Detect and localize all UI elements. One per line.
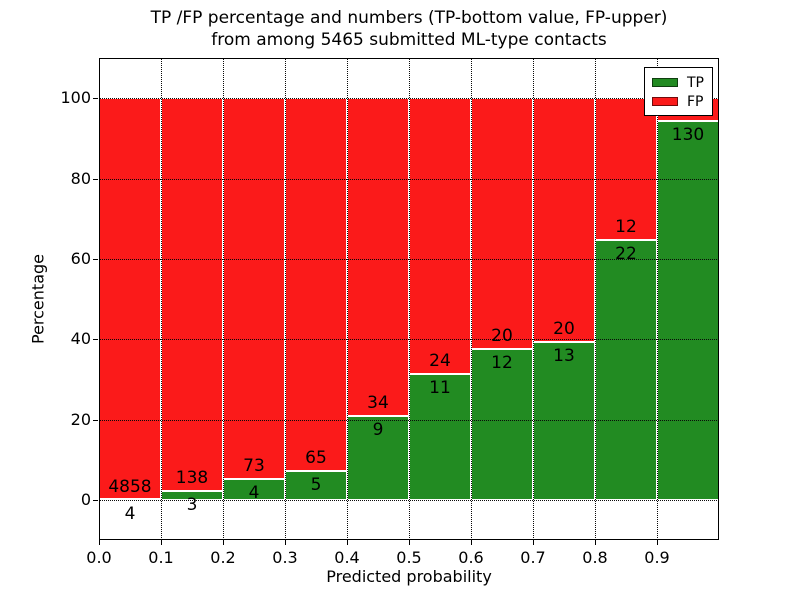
y-tick-mark	[93, 499, 98, 501]
chart-title-line1: TP /FP percentage and numbers (TP-bottom…	[150, 8, 668, 28]
x-gridline	[285, 58, 286, 540]
x-tick-label: 0.2	[210, 548, 236, 567]
bar-segment-fp	[533, 98, 595, 342]
x-tick-label: 0.7	[520, 548, 546, 567]
y-tick-mark	[93, 339, 98, 341]
bar-segment-fp	[285, 98, 347, 472]
legend-row: FP	[652, 92, 712, 111]
legend-row: TP	[652, 73, 712, 92]
x-tick-label: 0.6	[458, 548, 484, 567]
y-tick-mark	[93, 178, 98, 180]
y-gridline	[99, 178, 719, 180]
x-tick-mark	[161, 540, 162, 545]
bar-label-fp: 20	[491, 326, 513, 347]
bar-label-tp: 4	[248, 482, 260, 503]
bar-label-fp: 73	[243, 455, 265, 476]
y-tick-label: 60	[70, 248, 91, 268]
bar-label-tp: 12	[491, 353, 513, 374]
x-tick-mark	[471, 540, 472, 545]
tp-legend-swatch	[652, 78, 678, 87]
bar-label-fp: 20	[553, 318, 575, 339]
chart-title-line2: from among 5465 submitted ML-type contac…	[211, 30, 607, 50]
x-gridline	[223, 58, 224, 540]
x-tick-mark	[409, 540, 410, 545]
bar-label-tp: 11	[429, 377, 451, 398]
bar-segment-fp	[471, 98, 533, 350]
x-axis-label: Predicted probability	[326, 567, 492, 586]
bar-segment-tp	[595, 239, 657, 500]
y-tick-label: 100	[60, 88, 91, 108]
x-tick-mark	[595, 540, 596, 545]
bar-label-tp: 3	[186, 495, 198, 516]
y-tick-label: 80	[70, 168, 91, 188]
bar-label-tp: 130	[671, 125, 705, 146]
bar-segment-tp	[347, 415, 409, 500]
x-tick-label: 0.9	[644, 548, 670, 567]
x-gridline	[99, 58, 100, 540]
bar-segment-tp	[533, 341, 595, 500]
bar-label-tp: 5	[310, 475, 322, 496]
bar-label-tp: 13	[553, 345, 575, 366]
x-tick-label: 0.1	[148, 548, 174, 567]
x-gridline	[533, 58, 534, 540]
y-gridline	[99, 339, 719, 341]
y-gridline	[99, 499, 719, 501]
bar-label-tp: 22	[615, 243, 637, 264]
x-gridline	[347, 58, 348, 540]
bar-label-fp: 138	[175, 468, 209, 489]
y-gridline	[99, 419, 719, 421]
x-gridline	[161, 58, 162, 540]
x-tick-mark	[99, 540, 100, 545]
bar-segment-fp	[409, 98, 471, 374]
y-tick-mark	[93, 258, 98, 260]
x-tick-label: 0.8	[582, 548, 608, 567]
y-tick-label: 0	[80, 489, 91, 509]
bar-segment-fp	[99, 98, 161, 500]
legend-label: FP	[687, 93, 704, 110]
y-tick-label: 20	[70, 409, 91, 429]
bar-label-fp: 34	[367, 392, 389, 413]
y-gridline	[99, 98, 719, 100]
bar-segment-fp	[223, 98, 285, 479]
x-gridline	[409, 58, 410, 540]
legend-label: TP	[687, 74, 704, 91]
x-tick-label: 0.0	[86, 548, 112, 567]
x-tick-label: 0.5	[396, 548, 422, 567]
x-tick-mark	[285, 540, 286, 545]
y-tick-mark	[93, 98, 98, 100]
x-tick-mark	[223, 540, 224, 545]
legend: TP FP	[644, 67, 713, 116]
x-tick-label: 0.3	[272, 548, 298, 567]
bar-label-tp: 4	[124, 503, 136, 524]
bar-label-fp: 65	[305, 448, 327, 469]
y-tick-mark	[93, 419, 98, 421]
bar-label-fp: 24	[429, 350, 451, 371]
x-tick-mark	[533, 540, 534, 545]
bar-label-tp: 9	[372, 419, 384, 440]
x-tick-mark	[347, 540, 348, 545]
bar-segment-fp	[347, 98, 409, 416]
bar-label-fp: 4858	[108, 476, 152, 497]
bar-label-fp: 12	[615, 216, 637, 237]
y-tick-label: 40	[70, 329, 91, 349]
bar-segment-tp	[471, 349, 533, 500]
x-gridline	[595, 58, 596, 540]
x-tick-mark	[657, 540, 658, 545]
fp-legend-swatch	[652, 97, 678, 106]
bar-segment-tp	[657, 121, 719, 500]
x-gridline	[657, 58, 658, 540]
bar-segment-fp	[161, 98, 223, 492]
y-gridline	[99, 258, 719, 260]
x-tick-label: 0.4	[334, 548, 360, 567]
bar-segment-tp	[285, 471, 347, 500]
x-gridline	[471, 58, 472, 540]
plot-area: 48584138373465534924112012201312228130 0…	[60, 58, 719, 567]
